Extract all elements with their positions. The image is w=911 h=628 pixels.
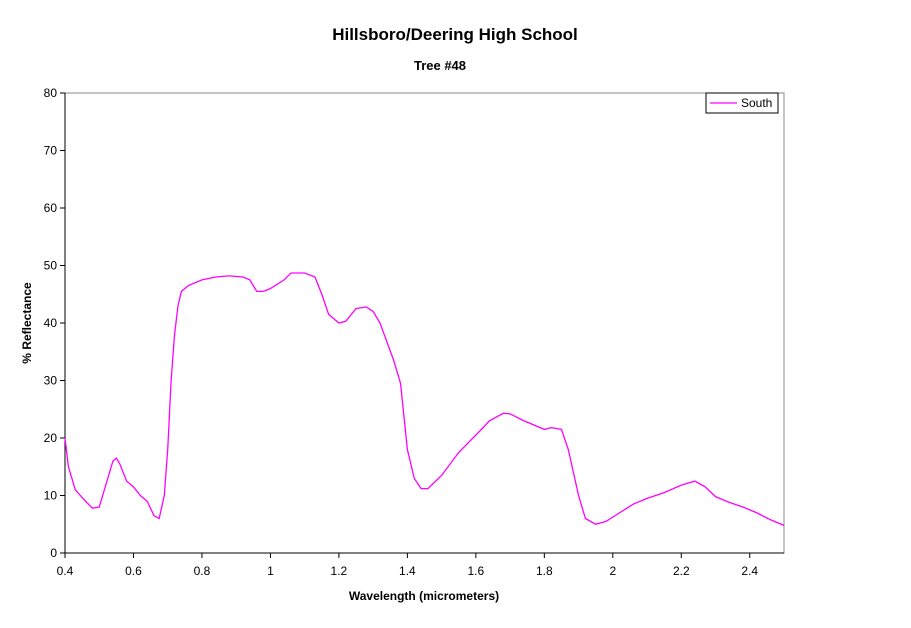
x-tick-label: 1 [267,564,274,578]
x-tick-label: 0.8 [194,564,211,578]
x-tick-label: 0.6 [125,564,142,578]
y-tick-label: 0 [50,546,57,560]
y-tick-label: 70 [44,144,58,158]
plot-area [64,92,785,554]
x-tick-label: 1.2 [331,564,348,578]
y-axis-title: % Reflectance [20,282,34,364]
x-tick-label: 0.4 [57,564,74,578]
x-tick-label: 2 [609,564,616,578]
data-line [64,272,785,526]
x-tick-label: 1.6 [468,564,485,578]
x-tick-label: 2.2 [673,564,690,578]
y-tick-label: 50 [44,259,58,273]
legend-box [705,92,779,114]
x-tick-label: 1.4 [399,564,416,578]
chart-title: Hillsboro/Deering High School [332,25,578,44]
y-tick-label: 20 [44,431,58,445]
y-tick-label: 40 [44,316,58,330]
x-axis-title: Wavelength (micrometers) [349,589,499,603]
y-tick-label: 60 [44,201,58,215]
chart-subtitle: Tree #48 [414,58,466,73]
legend-label: South [741,96,772,110]
y-tick-label: 30 [44,374,58,388]
x-tick-label: 1.8 [536,564,553,578]
y-tick-label: 80 [44,86,58,100]
y-tick-label: 10 [44,489,58,503]
x-tick-label: 2.4 [741,564,758,578]
